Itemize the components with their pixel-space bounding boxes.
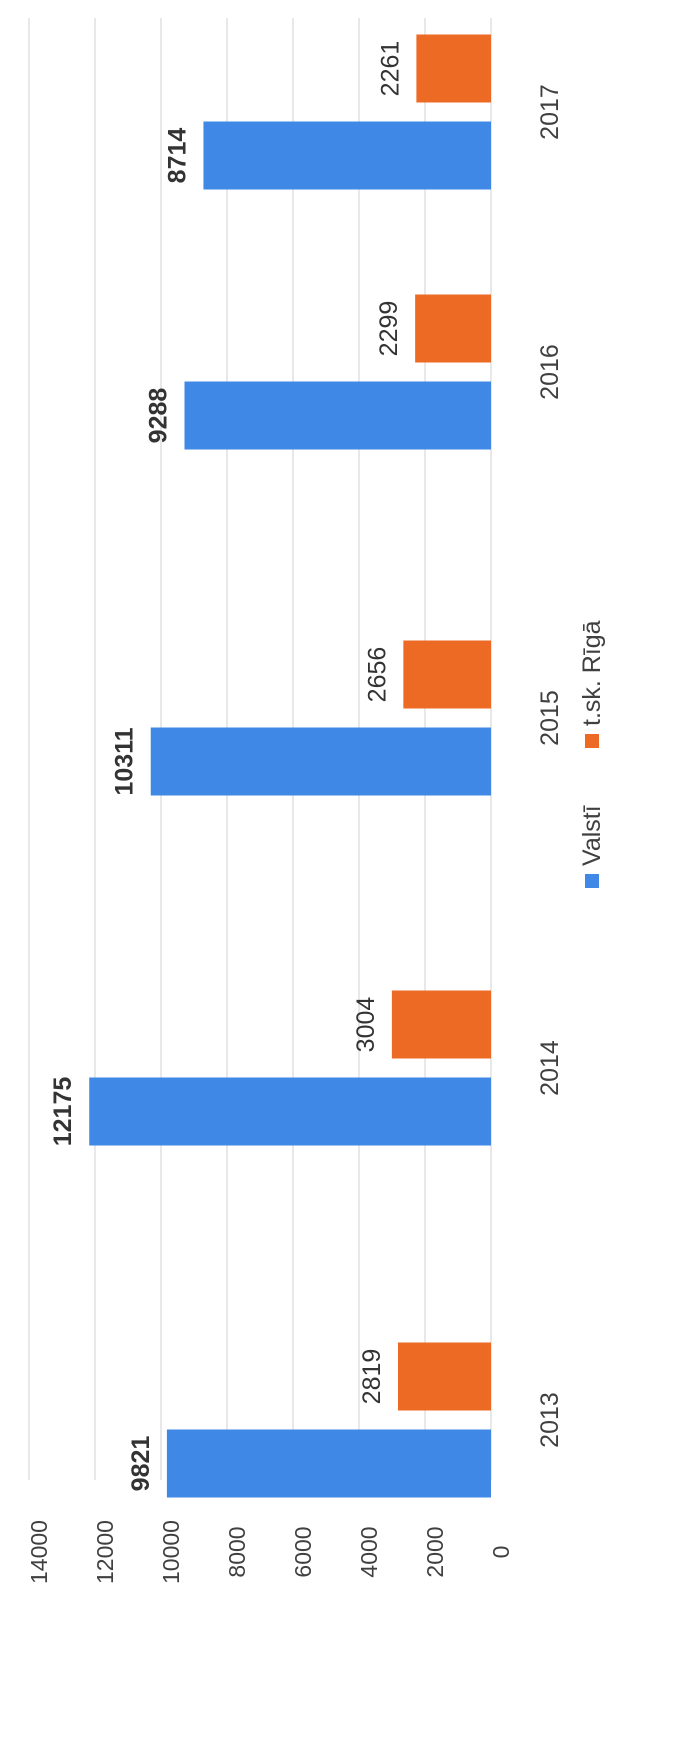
bar-valsti [150,727,491,796]
category-axis-label: 2013 [536,1392,564,1448]
bar-data-label: 2299 [375,301,403,357]
bar-valsti [203,121,492,190]
bar-riga [391,990,491,1059]
value-axis-tick-label: 8000 [224,1526,250,1577]
category-axis-label: 2015 [536,690,564,746]
category-axis-label: 2014 [536,1040,564,1096]
legend-label: Valstī [578,805,606,866]
bar-data-label: 2819 [358,1349,386,1405]
bar-valsti [166,1429,492,1498]
bar-data-label: 2261 [376,41,404,97]
bar-riga [415,294,491,363]
bar-data-label: 9288 [144,388,172,444]
bar-data-label: 2656 [363,647,391,703]
bar-data-label: 9821 [127,1436,155,1492]
value-axis-tick-label: 12000 [92,1520,118,1584]
value-axis-tick-label: 0 [488,1546,514,1559]
bar-riga [397,1342,491,1411]
bar-riga [403,640,491,709]
value-axis-tick-label: 10000 [158,1520,184,1584]
bar-data-label: 8714 [163,128,191,184]
bar-data-label: 10311 [111,727,139,795]
value-axis-tick-label: 6000 [290,1526,316,1577]
category-axis-label: 2017 [536,84,564,140]
category-axis-label: 2016 [536,344,564,400]
legend-swatch [585,874,599,888]
bar-valsti [89,1077,491,1146]
value-axis-tick-label: 4000 [356,1526,382,1577]
bar-data-label: 3004 [352,997,380,1053]
bar-valsti [184,381,491,450]
legend-swatch [585,734,599,748]
bar-riga [416,34,491,103]
value-axis-tick-label: 2000 [422,1526,448,1577]
value-axis-tick-label: 14000 [26,1520,52,1584]
bar-data-label: 12175 [49,1077,77,1147]
legend-label: t.sk. Rīgā [578,620,606,726]
